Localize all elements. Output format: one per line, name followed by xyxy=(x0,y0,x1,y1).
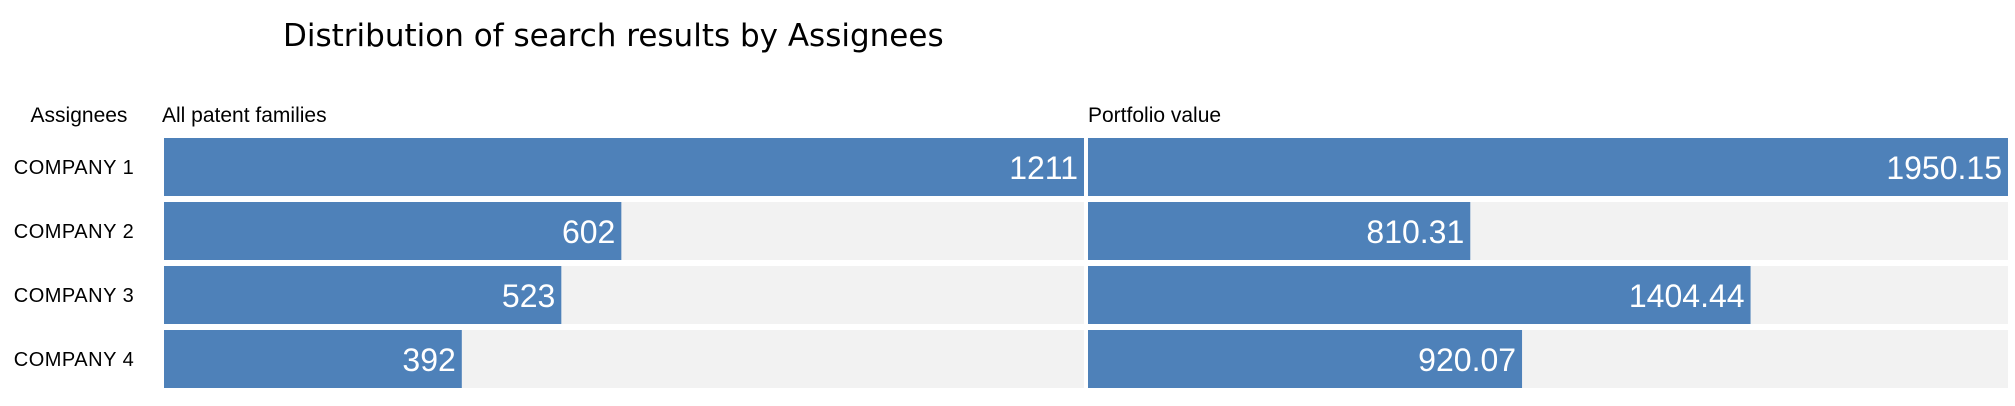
series-header-portfolio-value: Portfolio value xyxy=(1088,104,1221,127)
series-header-patent-families: All patent families xyxy=(162,104,327,127)
category-label: COMPANY 4 xyxy=(14,349,134,371)
data-label-portfolio-value: 1950.15 xyxy=(1886,150,2002,186)
bar-patent-families xyxy=(164,202,621,260)
bar-marks: COMPANY 1 COMPANY 2 COMPANY 3 COMPANY 4 1211… xyxy=(14,138,2008,388)
chart-title: Distribution of search results by Assign… xyxy=(283,18,944,54)
data-label-portfolio-value: 810.31 xyxy=(1366,214,1464,250)
bar-patent-families xyxy=(164,138,1084,196)
category-header: Assignees xyxy=(31,104,128,127)
category-label: COMPANY 1 xyxy=(14,157,134,179)
bar-portfolio-value xyxy=(1088,138,2008,196)
data-label-patent-families: 392 xyxy=(402,342,455,378)
category-label: COMPANY 2 xyxy=(14,221,134,243)
data-label-patent-families: 523 xyxy=(502,278,555,314)
data-label-portfolio-value: 920.07 xyxy=(1418,342,1516,378)
data-label-patent-families: 1211 xyxy=(1009,150,1078,186)
data-label-portfolio-value: 1404.44 xyxy=(1629,278,1745,314)
data-label-patent-families: 602 xyxy=(562,214,615,250)
category-label: COMPANY 3 xyxy=(14,285,134,307)
